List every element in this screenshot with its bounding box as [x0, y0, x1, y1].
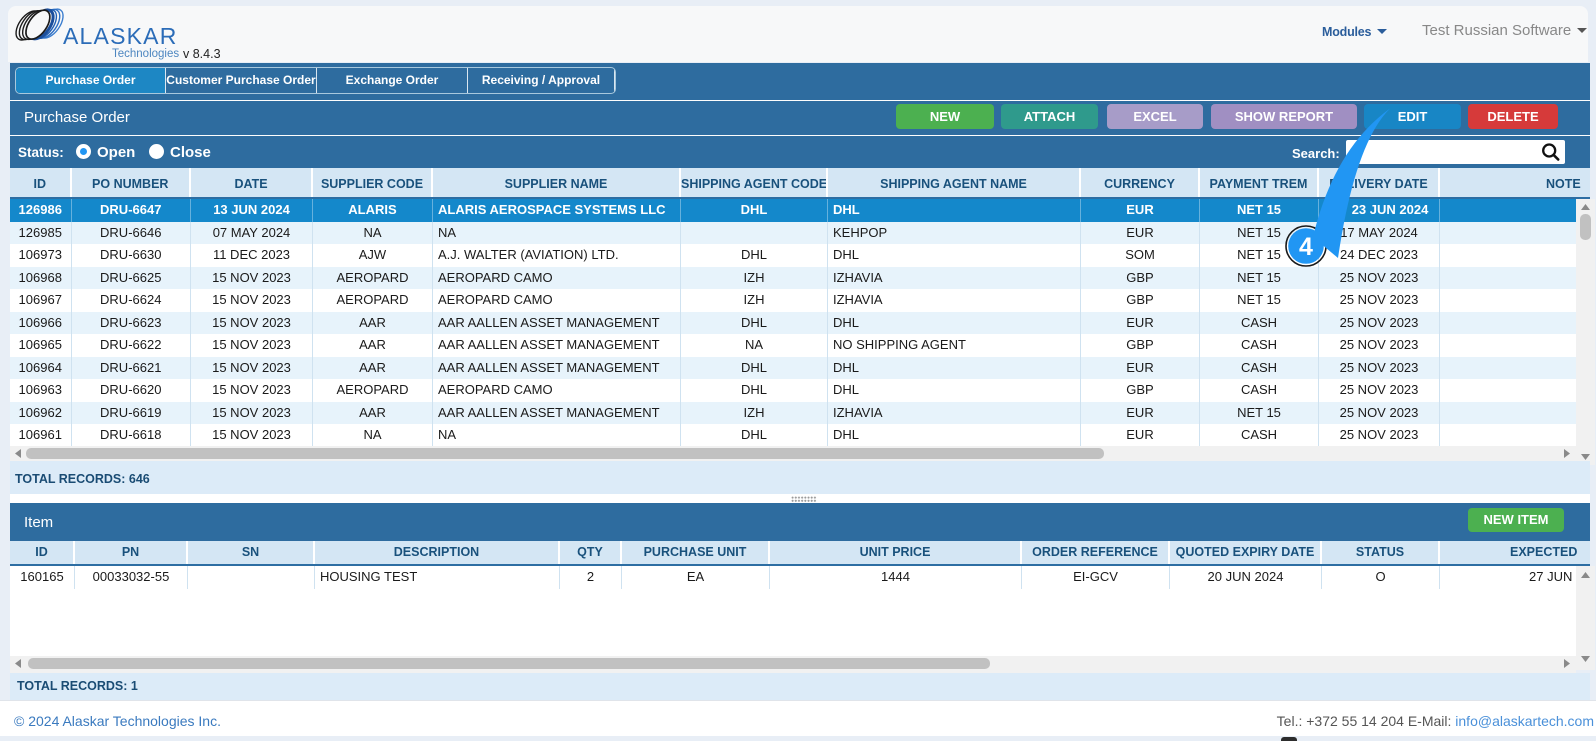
svg-text:4: 4 — [1299, 233, 1313, 261]
